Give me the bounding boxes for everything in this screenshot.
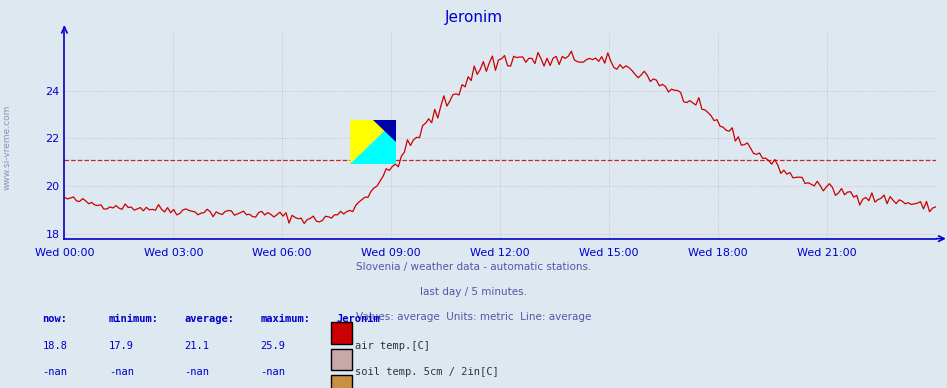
Text: last day / 5 minutes.: last day / 5 minutes. <box>420 287 527 297</box>
Text: now:: now: <box>43 314 67 324</box>
Text: -nan: -nan <box>260 367 285 377</box>
Text: 21.1: 21.1 <box>185 341 209 351</box>
Text: -nan: -nan <box>109 367 134 377</box>
Text: 17.9: 17.9 <box>109 341 134 351</box>
Text: -nan: -nan <box>43 367 67 377</box>
Text: average:: average: <box>185 314 235 324</box>
Polygon shape <box>350 120 396 165</box>
Text: www.si-vreme.com: www.si-vreme.com <box>3 105 12 190</box>
Text: Values: average  Units: metric  Line: average: Values: average Units: metric Line: aver… <box>356 312 591 322</box>
Text: Jeronim: Jeronim <box>336 314 380 324</box>
Text: air temp.[C]: air temp.[C] <box>355 341 430 351</box>
Text: 25.9: 25.9 <box>260 341 285 351</box>
Polygon shape <box>350 120 396 165</box>
Text: soil temp. 5cm / 2in[C]: soil temp. 5cm / 2in[C] <box>355 367 499 377</box>
Polygon shape <box>373 120 396 142</box>
Text: Slovenia / weather data - automatic stations.: Slovenia / weather data - automatic stat… <box>356 262 591 272</box>
Text: Jeronim: Jeronim <box>444 10 503 25</box>
Text: 18.8: 18.8 <box>43 341 67 351</box>
Text: minimum:: minimum: <box>109 314 159 324</box>
Text: -nan: -nan <box>185 367 209 377</box>
Text: maximum:: maximum: <box>260 314 311 324</box>
